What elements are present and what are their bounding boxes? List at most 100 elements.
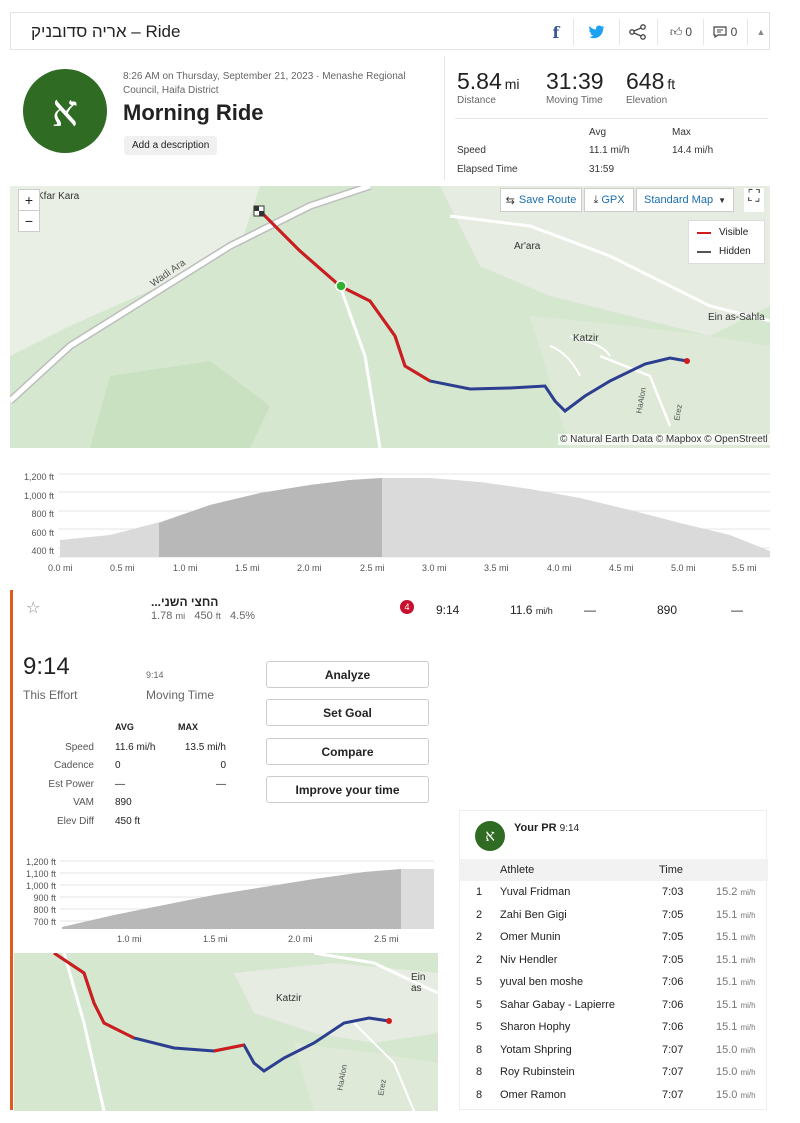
leaderboard-rank: 5	[476, 998, 483, 1011]
star-icon[interactable]: ☆	[26, 600, 41, 617]
segment-name[interactable]: ...החצי השני	[151, 595, 219, 609]
save-route-button[interactable]: ⇆ Save Route	[500, 188, 582, 212]
leaderboard-row[interactable]: 8 Roy Rubinstein 7:07 15.0 mi/h	[460, 1061, 768, 1084]
leaderboard-speed-value: 15.1	[716, 976, 738, 988]
zoom-in-button[interactable]: +	[18, 189, 40, 211]
leaderboard-rank: 2	[476, 908, 483, 921]
set-goal-button[interactable]: Set Goal	[266, 699, 429, 726]
y-tick: 1,000 ft	[25, 881, 56, 891]
x-tick: 2.5 mi	[374, 934, 399, 944]
segment-distance-unit: mi	[175, 611, 186, 621]
leaderboard-athlete[interactable]: Niv Hendler	[500, 953, 558, 966]
leaderboard-row[interactable]: 8 Omer Ramon 7:07 15.0 mi/h	[460, 1084, 768, 1107]
your-pr: Your PR 9:14	[514, 822, 579, 834]
leaderboard-speed-unit: mi/h	[740, 955, 756, 965]
effort-row-avg: 450 ft	[115, 816, 141, 827]
collapse-icon[interactable]: ▲	[756, 27, 766, 37]
leaderboard-row[interactable]: 2 Omer Munin 7:05 15.1 mi/h	[460, 926, 768, 949]
fullscreen-icon[interactable]: ⛶	[744, 188, 764, 212]
segment-elevation-chart[interactable]: 1,200 ft 1,100 ft 1,000 ft 900 ft 800 ft…	[14, 855, 434, 947]
segment-speed-unit: mi/h	[535, 606, 553, 616]
place-ein-as: Ein as	[411, 972, 426, 994]
leaderboard-speed: 15.1 mi/h	[716, 931, 756, 943]
leaderboard-athlete[interactable]: Yuval Fridman	[500, 886, 571, 898]
leaderboard-athlete[interactable]: Omer Ramon	[500, 1088, 567, 1101]
segment-map[interactable]: Katzir Ein as HaAlon Erez	[14, 953, 438, 1111]
leaderboard-athlete[interactable]: yuval ben moshe	[500, 976, 584, 988]
segment-distance: 1.78	[151, 610, 173, 622]
leaderboard-avatar[interactable]: א	[475, 821, 505, 851]
kudos-button[interactable]: 👍︎ 0	[661, 13, 701, 51]
elevation-chart[interactable]: 1,200 ft 1,000 ft 800 ft 600 ft 400 ft 0…	[10, 465, 770, 575]
leaderboard-speed: 15.1 mi/h	[716, 909, 756, 921]
gpx-button[interactable]: ⤓ GPX	[584, 188, 634, 212]
effort-row-avg: —	[115, 779, 125, 790]
effort-row-avg: 890	[115, 797, 132, 808]
rank-badge: 4	[400, 600, 414, 614]
x-tick: 0.5 mi	[110, 563, 135, 573]
analyze-button[interactable]: Analyze	[266, 661, 429, 688]
segment-selected-indicator	[10, 590, 13, 1110]
route-map[interactable]: Kfar Kara Wadi Ara Ar'ara Ein as-Sahla K…	[10, 186, 770, 448]
leaderboard-row[interactable]: 5 Sahar Gabay - Lapierre 7:06 15.1 mi/h	[460, 994, 768, 1017]
facebook-icon[interactable]: f	[552, 22, 560, 42]
leaderboard-speed-value: 15.0	[716, 1088, 738, 1101]
download-icon: ⤓	[593, 193, 599, 206]
leaderboard-speed-unit: mi/h	[740, 1000, 756, 1010]
leaderboard-row[interactable]: 8 Yotam Shpring 7:07 15.0 mi/h	[460, 1039, 768, 1062]
pr-time: 9:14	[559, 823, 580, 834]
zoom-out-button[interactable]: −	[18, 210, 40, 232]
share-icon[interactable]	[621, 13, 655, 51]
leaderboard-athlete[interactable]: Zahi Ben Gigi	[500, 908, 567, 921]
leaderboard-row[interactable]: 5 Sharon Hophy 7:06 15.1 mi/h	[460, 1016, 768, 1039]
effort-moving-time: 9:14	[146, 670, 164, 680]
add-description-button[interactable]: Add a description	[124, 136, 218, 155]
map-type-select[interactable]: Standard Map ▼	[636, 188, 734, 212]
speed-label: Speed	[457, 145, 486, 156]
segment-speed-value: 11.6	[510, 603, 533, 617]
col-athlete: Athlete	[500, 864, 535, 876]
x-tick: 0.0 mi	[48, 563, 73, 573]
twitter-icon[interactable]	[577, 13, 617, 51]
x-tick: 5.5 mi	[732, 563, 757, 573]
leaderboard-athlete[interactable]: Yotam Shpring	[500, 1043, 572, 1056]
leaderboard-row[interactable]: 2 Niv Hendler 7:05 15.1 mi/h	[460, 949, 768, 972]
x-tick: 1.5 mi	[235, 563, 260, 573]
athlete-avatar[interactable]: א	[23, 69, 107, 153]
leaderboard-athlete[interactable]: Roy Rubinstein	[500, 1066, 575, 1078]
x-tick: 3.0 mi	[422, 563, 447, 573]
activity-header-bar: אריה סדובניק – Ride f 👍︎ 0 0 ▲	[10, 12, 770, 50]
place-ein-as-sahla: Ein as-Sahla	[708, 312, 765, 323]
leaderboard-athlete[interactable]: Sharon Hophy	[500, 1021, 571, 1033]
leaderboard-header: Athlete Time	[460, 859, 768, 881]
comments-button[interactable]: 0	[707, 13, 743, 51]
leaderboard-time: 7:05	[662, 908, 684, 921]
effort-row-label: Elev Diff	[56, 816, 94, 827]
caret-down-icon: ▼	[718, 195, 727, 205]
leaderboard-athlete[interactable]: Omer Munin	[500, 931, 561, 943]
leaderboard-rank: 2	[476, 953, 483, 966]
leaderboard-athlete[interactable]: Sahar Gabay - Lapierre	[500, 998, 615, 1011]
leaderboard-rank: 8	[476, 1043, 483, 1056]
improve-time-button[interactable]: Improve your time	[266, 776, 429, 803]
x-tick: 1.0 mi	[117, 934, 142, 944]
segment-leaderboard: א Your PR 9:14 Athlete Time 1 Yuval Fridm…	[459, 810, 768, 1110]
leaderboard-speed-value: 15.0	[716, 1043, 738, 1056]
y-tick: 1,000 ft	[23, 490, 54, 501]
distance-stat: 5.84 mi Distance	[457, 68, 520, 106]
segment-col-dash: —	[731, 603, 743, 617]
leaderboard-time: 7:07	[662, 1088, 684, 1101]
legend-hidden: Hidden	[719, 246, 751, 257]
leaderboard-time: 7:07	[662, 1043, 684, 1056]
map-legend: Visible Hidden	[688, 220, 765, 264]
x-tick: 1.5 mi	[203, 934, 228, 944]
elevation-y-axis: 1,200 ft 1,000 ft 800 ft 600 ft 400 ft	[18, 468, 54, 561]
y-tick: 800 ft	[33, 905, 56, 915]
leaderboard-rank: 1	[476, 886, 483, 898]
compare-button[interactable]: Compare	[266, 738, 429, 765]
leaderboard-row[interactable]: 1 Yuval Fridman 7:03 15.2 mi/h	[460, 881, 768, 904]
leaderboard-row[interactable]: 2 Zahi Ben Gigi 7:05 15.1 mi/h	[460, 904, 768, 927]
leaderboard-row[interactable]: 5 yuval ben moshe 7:06 15.1 mi/h	[460, 971, 768, 994]
leaderboard-speed-value: 15.0	[716, 1066, 738, 1078]
max-header: Max	[672, 127, 691, 138]
